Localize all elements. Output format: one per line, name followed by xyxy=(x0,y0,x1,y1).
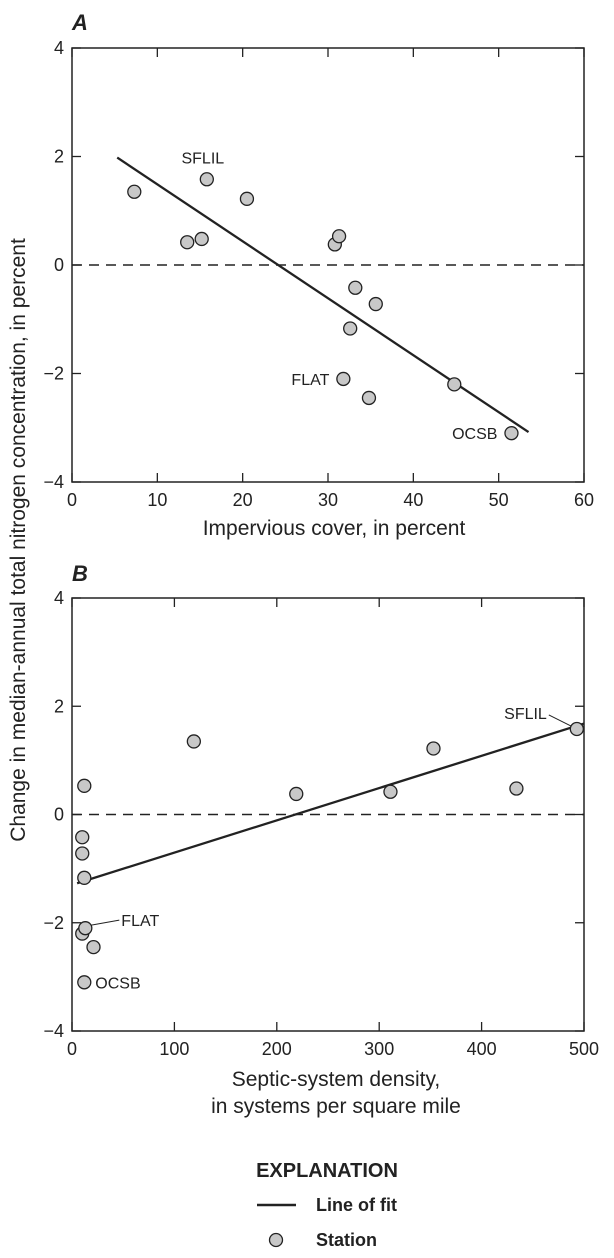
panel-a-station-point xyxy=(239,191,255,206)
panel-b-y-tick-label: −4 xyxy=(43,1021,64,1041)
panel-b-station-point xyxy=(86,939,101,955)
panel-a-chart: 0 10 20 30 40 50 60 −4 −2 0 2 4 SFLIL FLAT OCSB xyxy=(43,38,594,510)
panel-b-x-tick-label: 0 xyxy=(67,1039,77,1059)
panel-a-station-label-ocsb: OCSB xyxy=(452,426,497,443)
panel-a-y-tick-label: 2 xyxy=(54,147,64,167)
panel-b-label-leader xyxy=(91,919,120,926)
panel-a-station-point xyxy=(368,296,383,312)
panel-a-station-label-sflil: SFLIL xyxy=(181,150,224,167)
panel-b-x-tick-label: 100 xyxy=(159,1039,189,1059)
panel-b-x-axis-title-line-2: in systems per square mile xyxy=(211,1095,461,1118)
panel-a-station-point xyxy=(361,390,377,406)
panel-a-x-tick-label: 60 xyxy=(574,490,594,510)
panel-a-letter: A xyxy=(71,10,88,35)
panel-a-fit-line xyxy=(116,156,530,434)
panel-b-station-point xyxy=(289,786,304,802)
legend-station-marker xyxy=(268,1232,284,1248)
panel-a-station-point xyxy=(199,172,214,187)
panel-a-x-tick-label: 20 xyxy=(233,490,253,510)
panel-b-x-tick-label: 200 xyxy=(262,1039,292,1059)
panel-b-x-tick-label: 400 xyxy=(467,1039,497,1059)
panel-a-y-tick-label: 0 xyxy=(54,255,64,275)
panel-a-station-label-flat: FLAT xyxy=(291,372,329,389)
panel-b-station-point xyxy=(509,781,524,796)
panel-b-x-tick-label: 300 xyxy=(364,1039,394,1059)
shared-y-axis-title: Change in median-annual total nitrogen c… xyxy=(7,238,30,842)
panel-b-y-tick-label: 4 xyxy=(54,588,64,608)
panel-b-fit-line xyxy=(76,722,585,885)
legend-line-label: Line of fit xyxy=(316,1195,397,1215)
panel-a-x-axis-title: Impervious cover, in percent xyxy=(203,517,466,540)
panel-a-station-point xyxy=(127,184,142,199)
panel-a-y-tick-label: −4 xyxy=(43,472,64,492)
panel-b-station-point xyxy=(75,846,90,861)
panel-a-x-tick-label: 10 xyxy=(147,490,167,510)
panel-b-station-point xyxy=(383,784,398,799)
panel-a-station-point xyxy=(331,229,347,244)
panel-b-y-tick-label: −2 xyxy=(43,913,64,933)
panel-a-station-point xyxy=(343,321,358,336)
panel-b-station-point xyxy=(77,975,92,990)
panel-b-x-axis-title-line-1: Septic-system density, xyxy=(232,1068,441,1091)
panel-a-station-point xyxy=(336,371,351,387)
legend-title: EXPLANATION xyxy=(256,1160,398,1182)
panel-a-x-tick-label: 50 xyxy=(489,490,509,510)
panel-b-station-point xyxy=(569,721,584,737)
panel-b-station-point xyxy=(78,921,93,936)
panel-a-station-point xyxy=(180,235,195,250)
panel-a-x-tick-label: 30 xyxy=(318,490,338,510)
legend-station-label: Station xyxy=(316,1230,377,1250)
panel-b-y-tick-label: 0 xyxy=(54,805,64,825)
panel-a-station-point xyxy=(504,426,519,441)
panel-a-station-point xyxy=(447,377,462,392)
panel-b-station-point xyxy=(77,778,92,793)
panel-a-station-point xyxy=(194,231,209,247)
panel-b-station-point xyxy=(426,741,441,756)
panel-a-x-tick-label: 40 xyxy=(403,490,423,510)
panel-a-y-tick-label: −2 xyxy=(43,364,64,384)
panel-a-x-tick-label: 0 xyxy=(67,490,77,510)
panel-b-chart: 0 100 200 300 400 500 −4 −2 0 2 4 FLAT OCSB SFLIL xyxy=(43,588,599,1059)
panel-b-x-tick-label: 500 xyxy=(569,1039,599,1059)
panel-b-station-point xyxy=(77,870,92,885)
panel-b-letter: B xyxy=(72,561,88,586)
panel-b-station-label-ocsb: OCSB xyxy=(95,975,140,992)
panel-b-station-point xyxy=(75,830,90,845)
panel-a-y-tick-label: 4 xyxy=(54,38,64,58)
panel-b-station-label-flat: FLAT xyxy=(121,913,159,930)
panel-b-label-leader xyxy=(548,714,572,727)
panel-a-station-point xyxy=(348,280,363,295)
panel-b-station-point xyxy=(186,734,202,749)
panel-b-station-label-sflil: SFLIL xyxy=(504,706,547,723)
panel-b-y-tick-label: 2 xyxy=(54,696,64,716)
